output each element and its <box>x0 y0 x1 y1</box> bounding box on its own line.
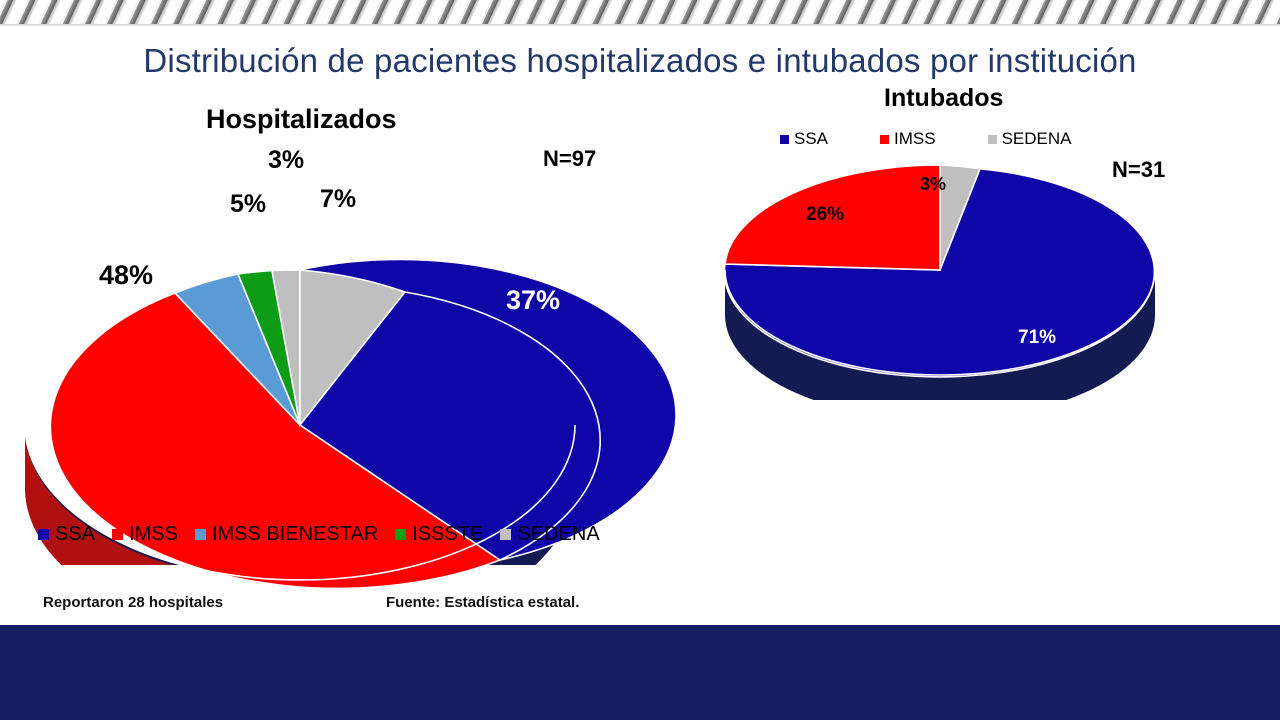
pie-slice-sedena[interactable] <box>299 269 407 428</box>
legend-swatch-intubados-ssa <box>780 134 789 144</box>
n-label-intubados: N=31 <box>1112 157 1166 182</box>
page-title: Distribución de pacientes hospitalizados… <box>143 42 1137 79</box>
legend-swatch-ssa <box>38 529 49 540</box>
legend-label-ssa: SSA <box>55 523 96 545</box>
footnote-hospitales: Reportaron 28 hospitales <box>43 594 224 611</box>
legend-label-imss: IMSS <box>129 523 178 545</box>
legend-swatch-intubados-imss <box>880 134 890 144</box>
pie-chart-intubados: 71% 26% 3% <box>700 155 1220 415</box>
chart-title-intubados: Intubados <box>884 84 1004 112</box>
legend-swatch-imss-bienestar <box>194 529 206 540</box>
legend-label-intubados-ssa: SSA <box>794 129 829 148</box>
legend-label-intubados-sedena: SEDENA <box>1001 129 1072 148</box>
banner-shadow <box>0 24 1280 27</box>
legend-intubados: SSA IMSS SEDENA <box>780 129 1124 149</box>
pie-slice-intubados-imss[interactable] <box>724 164 941 271</box>
pie-right-side-walls <box>725 270 1155 400</box>
legend-item-intubados-imss[interactable]: IMSS <box>880 129 936 149</box>
bottom-bar: INFORME TÉCNICO COVID-19 <box>0 625 1280 720</box>
side-wall-imss <box>24 425 172 565</box>
legend-swatch-issste <box>395 529 407 540</box>
legend-label-sedena: SEDENA <box>517 523 600 545</box>
legend-item-intubados-ssa[interactable]: SSA <box>780 129 828 149</box>
legend-item-sedena[interactable]: SEDENA <box>500 523 600 546</box>
pie-slice-ssa-main[interactable] <box>298 291 601 561</box>
pie-chart-hospitalizados: 37% 48% 5% 3% 7% <box>0 140 677 590</box>
legend-item-imss[interactable]: IMSS <box>112 523 178 546</box>
pie-chart-hospitalizados-svg <box>24 258 677 590</box>
legend-label-issste: ISSSTE <box>412 523 484 545</box>
legend-hospitalizados: SSA IMSS IMSS BIENESTAR ISSSTE SEDENA <box>38 523 617 546</box>
legend-item-ssa[interactable]: SSA <box>38 523 95 546</box>
side-wall-intubados-ssa <box>725 270 1155 400</box>
pie-front-edge <box>24 424 576 581</box>
n-label-hospitalizados: N=97 <box>543 146 597 171</box>
legend-swatch-imss <box>112 529 124 540</box>
pie-slice-intubados-ssa[interactable] <box>723 167 1156 378</box>
pie-slice-imss[interactable] <box>49 292 502 590</box>
pie-chart-intubados-svg <box>723 164 1156 400</box>
legend-item-issste[interactable]: ISSSTE <box>395 523 483 546</box>
legend-swatch-sedena <box>500 529 512 540</box>
legend-label-intubados-imss: IMSS <box>894 129 936 148</box>
diagonal-stripe-banner <box>0 0 1280 24</box>
chart-title-hospitalizados: Hospitalizados <box>206 104 397 134</box>
pie-front-edge-intubados <box>724 269 1156 376</box>
legend-item-imss-bienestar[interactable]: IMSS BIENESTAR <box>194 523 379 546</box>
legend-swatch-intubados-sedena <box>987 134 997 144</box>
legend-item-intubados-sedena[interactable]: SEDENA <box>987 129 1072 149</box>
footnote-fuente: Fuente: Estadística estatal. <box>386 594 580 611</box>
legend-label-imss-bienestar: IMSS BIENESTAR <box>211 523 379 545</box>
